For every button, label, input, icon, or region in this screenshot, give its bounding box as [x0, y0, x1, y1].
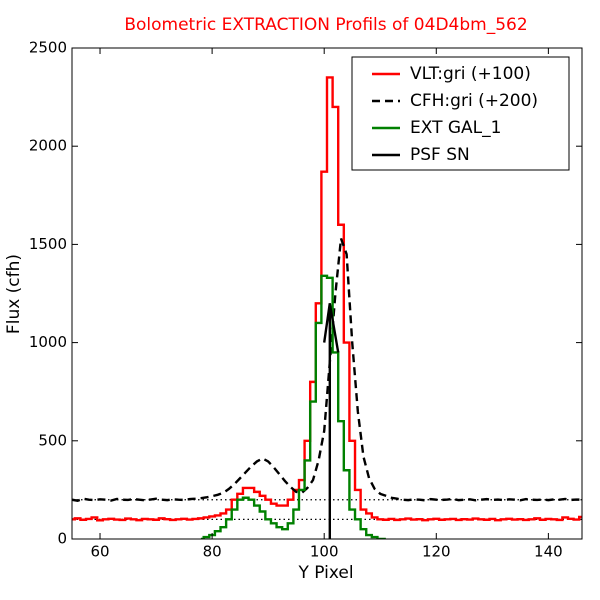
series-line [72, 76, 582, 522]
x-tick-label: 60 [90, 543, 109, 561]
chart-title: Bolometric EXTRACTION Profils of 04D4bm_… [124, 15, 527, 35]
plot-frame [71, 47, 583, 540]
series-line [72, 238, 582, 502]
series-line [323, 303, 340, 539]
legend-label: CFH:gri (+200) [410, 91, 538, 111]
plot-area [72, 76, 582, 539]
legend-label: EXT GAL_1 [410, 118, 501, 138]
legend-label: VLT:gri (+100) [410, 64, 531, 84]
y-tick-label: 500 [38, 431, 67, 449]
x-tick-label: 100 [310, 543, 339, 561]
x-tick-label: 80 [203, 543, 222, 561]
y-tick-label: 2500 [29, 39, 67, 57]
y-tick-label: 2000 [29, 137, 67, 155]
y-axis-label: Flux (cfh) [4, 254, 24, 334]
legend-label: PSF SN [410, 145, 470, 165]
x-tick-label: 120 [422, 543, 451, 561]
y-tick-label: 1500 [29, 235, 67, 253]
y-tick-label: 0 [57, 530, 67, 548]
series-line [200, 274, 386, 539]
legend-box [351, 56, 570, 171]
x-axis-label: Y Pixel [297, 563, 353, 583]
x-tick-label: 140 [534, 543, 563, 561]
y-tick-label: 1000 [29, 333, 67, 351]
